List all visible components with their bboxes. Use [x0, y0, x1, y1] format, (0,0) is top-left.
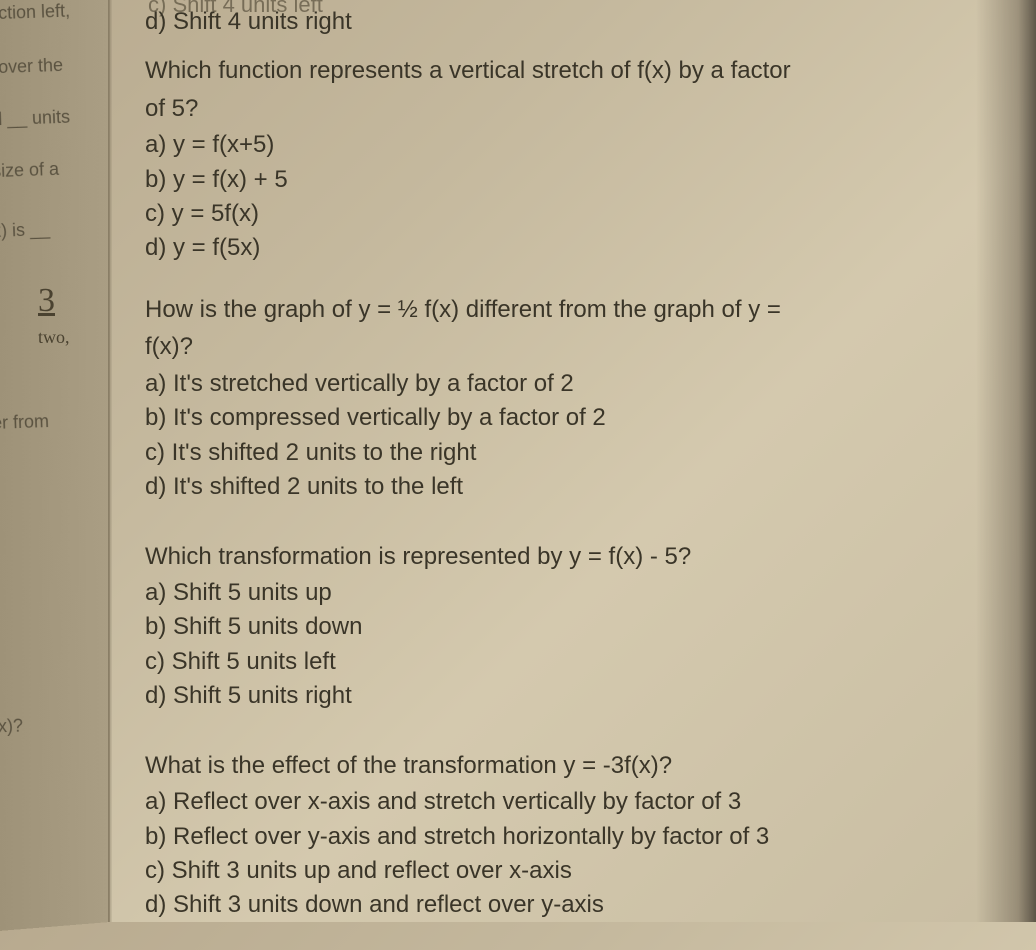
margin-text-1: nction left, — [0, 1, 70, 25]
question-4: What is the effect of the transformation… — [145, 749, 1005, 922]
q3-text: Which transformation is represented by y… — [145, 540, 1005, 574]
right-shadow — [976, 0, 1036, 922]
q3-option-c: c) Shift 5 units left — [145, 646, 1005, 678]
q1-line1: Which function represents a vertical str… — [145, 54, 1005, 88]
worksheet-page: nction left, over the d __ units size of… — [0, 0, 1036, 922]
q1-option-a: a) y = f(x+5) — [145, 129, 1005, 161]
q4-option-d: d) Shift 3 units down and reflect over y… — [145, 889, 1005, 921]
left-margin-fold — [0, 0, 110, 931]
handwritten-annotation: 3 two, — [38, 282, 70, 350]
q2-option-c: c) It's shifted 2 units to the right — [145, 437, 1005, 469]
q1-option-d: d) y = f(5x) — [145, 232, 1005, 264]
margin-text-7: (x)? — [0, 715, 23, 737]
q3-option-b: b) Shift 5 units down — [145, 611, 1005, 643]
margin-text-4: size of a — [0, 159, 59, 182]
margin-text-6: er from — [0, 411, 49, 434]
question-1: Which function represents a vertical str… — [145, 54, 1005, 265]
q1-option-c: c) y = 5f(x) — [145, 198, 1005, 230]
q2-line1: How is the graph of y = ½ f(x) different… — [145, 293, 1005, 327]
q4-option-b: b) Reflect over y-axis and stretch horiz… — [145, 821, 1005, 853]
q1-line2: of 5? — [145, 92, 1005, 126]
margin-text-2: over the — [0, 55, 63, 78]
q4-option-c: c) Shift 3 units up and reflect over x-a… — [145, 855, 1005, 887]
q4-option-a: a) Reflect over x-axis and stretch verti… — [145, 786, 1005, 818]
q1-option-b: b) y = f(x) + 5 — [145, 164, 1005, 196]
question-2: How is the graph of y = ½ f(x) different… — [145, 293, 1005, 504]
q3-option-a: a) Shift 5 units up — [145, 577, 1005, 609]
q2-line2: f(x)? — [145, 330, 1005, 364]
margin-text-5: x) is __ — [0, 219, 50, 242]
annotation-sub: two, — [38, 327, 70, 347]
q2-option-a: a) It's stretched vertically by a factor… — [145, 368, 1005, 400]
question-3: Which transformation is represented by y… — [145, 540, 1005, 713]
q2-option-b: b) It's compressed vertically by a facto… — [145, 402, 1005, 434]
prev-question-option-d: d) Shift 4 units right — [145, 8, 1005, 36]
q3-option-d: d) Shift 5 units right — [145, 680, 1005, 712]
main-content: d) Shift 4 units right Which function re… — [145, 0, 1005, 950]
annotation-number: 3 — [38, 282, 55, 319]
margin-text-3: d __ units — [0, 107, 70, 131]
q2-option-d: d) It's shifted 2 units to the left — [145, 471, 1005, 503]
paper-fold-line — [108, 0, 112, 922]
q4-text: What is the effect of the transformation… — [145, 749, 1005, 783]
